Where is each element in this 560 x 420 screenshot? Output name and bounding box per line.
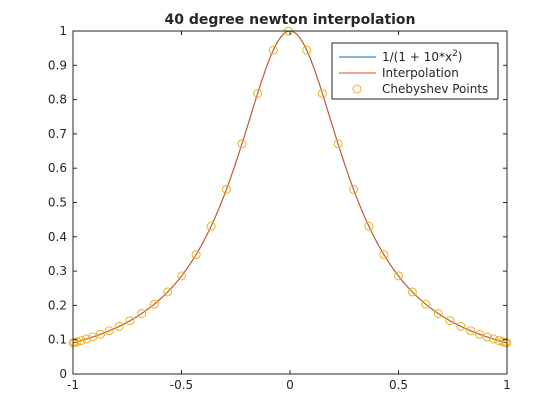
chebyshev-point <box>475 329 485 339</box>
chebyshev-point <box>421 299 431 309</box>
chebyshev-point <box>191 250 201 260</box>
ticks: -1 -0.5 0 0.5 1 0 0.1 0.2 0.3 0.4 0.5 0.6 0.7 0.8 0.9 1 <box>48 24 511 392</box>
y-tick-label: 0.4 <box>48 230 67 244</box>
y-tick-label: 0.3 <box>48 264 67 278</box>
chebyshev-point <box>379 250 389 260</box>
y-tick-label: 0 <box>59 367 67 381</box>
chebyshev-point <box>349 184 359 194</box>
legend-label-interpolation: Interpolation <box>382 66 459 80</box>
chebyshev-point <box>433 308 443 318</box>
y-tick-label: 0.2 <box>48 298 67 312</box>
x-tick-label: -0.5 <box>170 378 193 392</box>
chebyshev-point <box>206 221 216 231</box>
chebyshev-point <box>88 332 98 342</box>
y-tick-label: 0.1 <box>48 333 67 347</box>
marker-layer <box>68 26 512 348</box>
chebyshev-point <box>104 326 114 336</box>
legend-label-chebyshev: Chebyshev Points <box>382 82 488 96</box>
legend: 1/(1 + 10*x2) Interpolation Chebyshev Po… <box>331 42 499 100</box>
chebyshev-point <box>76 336 86 346</box>
chebyshev-point <box>482 332 492 342</box>
y-tick-label: 0.6 <box>48 161 67 175</box>
legend-label-function: 1/(1 + 10*x2) <box>382 49 462 64</box>
chebyshev-point <box>177 271 187 281</box>
legend-swatch-chebyshev <box>352 84 362 94</box>
y-tick-label: 0.7 <box>48 127 67 141</box>
chebyshev-point <box>494 336 504 346</box>
chebyshev-point <box>237 139 247 149</box>
chebyshev-point <box>137 308 147 318</box>
chebyshev-point <box>393 271 403 281</box>
y-tick-label: 0.9 <box>48 58 67 72</box>
chebyshev-point <box>445 316 455 326</box>
legend-box <box>331 42 499 100</box>
chebyshev-point <box>81 334 91 344</box>
y-tick-label: 0.8 <box>48 93 67 107</box>
chebyshev-point <box>268 45 278 55</box>
chebyshev-point <box>163 287 173 297</box>
x-tick-label: 0.5 <box>389 378 408 392</box>
chebyshev-point <box>364 221 374 231</box>
chebyshev-point <box>317 88 327 98</box>
y-tick-label: 1 <box>59 24 67 38</box>
legend-label-function-close: ) <box>458 50 463 64</box>
y-tick-label: 0.5 <box>48 196 67 210</box>
chebyshev-point <box>466 326 476 336</box>
legend-label-function-base: 1/(1 + 10*x <box>382 50 452 64</box>
x-tick-label: 0 <box>286 378 294 392</box>
x-tick-label: 1 <box>503 378 511 392</box>
chebyshev-point <box>302 45 312 55</box>
chebyshev-point <box>407 287 417 297</box>
chebyshev-point <box>333 139 343 149</box>
chebyshev-point <box>489 334 499 344</box>
legend-label-function-exponent: 2 <box>452 49 458 59</box>
chebyshev-point <box>125 316 135 326</box>
x-tick-label: -1 <box>67 378 79 392</box>
chart-title: 40 degree newton interpolation <box>164 12 415 28</box>
chebyshev-point <box>253 88 263 98</box>
chebyshev-point <box>221 184 231 194</box>
chebyshev-point <box>114 321 124 331</box>
chebyshev-point <box>456 321 466 331</box>
chebyshev-point <box>149 299 159 309</box>
chebyshev-point <box>95 329 105 339</box>
